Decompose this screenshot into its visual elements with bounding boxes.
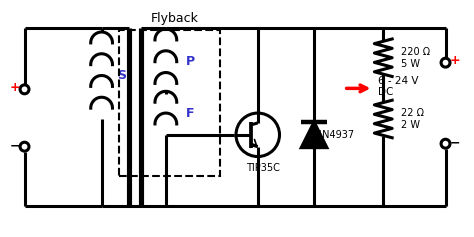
Text: Flyback: Flyback <box>151 12 199 25</box>
Text: F: F <box>186 107 195 119</box>
Text: +: + <box>9 81 20 94</box>
Text: −: − <box>9 139 20 152</box>
Text: 1N4937: 1N4937 <box>317 130 355 140</box>
Text: 220 Ω
5 W: 220 Ω 5 W <box>401 47 430 68</box>
Text: −: − <box>450 136 461 149</box>
Text: 22 Ω
2 W: 22 Ω 2 W <box>401 108 424 130</box>
Text: P: P <box>186 55 195 68</box>
Text: +: + <box>450 54 461 67</box>
Text: S: S <box>117 69 126 82</box>
Polygon shape <box>301 122 327 148</box>
Text: 6 - 24 V
DC: 6 - 24 V DC <box>378 76 419 97</box>
Text: TIP35C: TIP35C <box>246 163 280 173</box>
